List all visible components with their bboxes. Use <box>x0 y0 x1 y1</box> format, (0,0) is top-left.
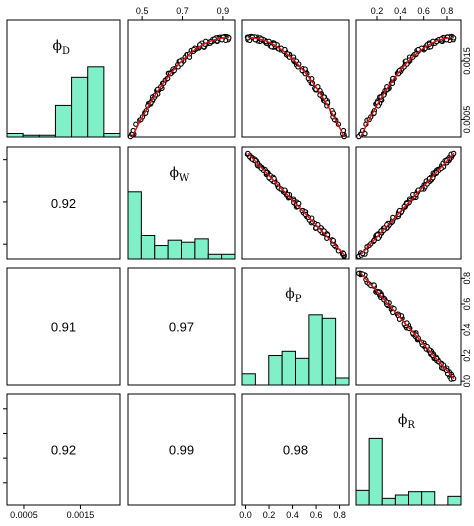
hist-bar <box>335 377 350 386</box>
x-tick-label: 0.5 <box>136 6 149 16</box>
correlation-value: 0.92 <box>51 196 76 211</box>
variable-subscript: W <box>179 173 190 184</box>
panel-2-0 <box>6 267 121 386</box>
hist-bar <box>281 350 296 386</box>
panel-2-1 <box>127 267 236 386</box>
hist-bar <box>154 245 169 260</box>
x-tick-label: 0.6 <box>310 510 323 520</box>
y-tick-label: 0.4 <box>462 323 472 336</box>
y-tick-label: 0.8 <box>0 403 2 416</box>
x-tick-label: 0.0015 <box>67 510 95 520</box>
variable-label-D: ϕD <box>52 38 70 57</box>
x-tick-label: 0.8 <box>333 510 346 520</box>
hist-bar <box>447 495 462 506</box>
variable-subscript: P <box>295 294 302 305</box>
panel-0-3 <box>355 19 462 138</box>
y-tick-label: 0.0015 <box>462 47 472 75</box>
y-tick-label: 0.7 <box>0 196 2 209</box>
hist-bar <box>87 66 105 138</box>
y-tick-label: 0.8 <box>462 272 472 285</box>
scatter-point <box>296 200 302 207</box>
variable-symbol: ϕ <box>169 165 179 181</box>
variable-symbol: ϕ <box>398 412 408 428</box>
fit-line <box>131 36 229 138</box>
hist-bar <box>6 132 24 138</box>
x-tick-label: 0.0005 <box>10 510 38 520</box>
hist-bar <box>221 253 236 260</box>
hist-bar <box>355 489 370 506</box>
y-tick-label: 0.9 <box>0 153 2 166</box>
hist-bar <box>140 234 156 260</box>
fit-line <box>360 36 455 138</box>
x-tick-label: 0.2 <box>371 6 384 16</box>
variable-label-R: ϕR <box>398 412 416 431</box>
x-tick-label: 0.6 <box>417 6 430 16</box>
hist-bar <box>22 134 40 138</box>
correlation-value: 0.98 <box>283 443 308 458</box>
panel-1-0 <box>6 146 121 260</box>
hist-bar <box>241 373 256 386</box>
panel-2-3 <box>355 267 462 386</box>
hist-bar <box>127 191 142 260</box>
variable-subscript: R <box>407 420 415 431</box>
correlation-value: 0.97 <box>169 320 194 335</box>
x-tick-label: 0.9 <box>217 6 230 16</box>
panel-3-2 <box>241 393 350 506</box>
hist-bar <box>295 357 310 386</box>
fit-line <box>247 36 345 138</box>
panels-layer <box>6 19 462 506</box>
fit-line <box>360 152 455 256</box>
hist-bar <box>381 497 396 506</box>
hist-bar <box>421 491 436 506</box>
panel-3-1 <box>127 393 236 506</box>
x-tick-label: 0.0 <box>239 510 252 520</box>
y-tick-label: 0.0 <box>462 375 472 388</box>
panel-0-1 <box>127 19 236 138</box>
panel-1-3 <box>355 146 462 260</box>
hist-bar <box>408 491 423 506</box>
axes-layer: 0.5 0.7 0.9 0.2 0.4 0.6 0.8 0.0005 0.0015 0.0 0.2 0… <box>0 6 472 520</box>
y-tick-label: 0.2 <box>462 349 472 362</box>
x-tick-label: 0.4 <box>394 6 407 16</box>
y-tick-label: 0.5 <box>0 238 2 251</box>
hist-bar <box>194 238 209 260</box>
y-tick-label: 0.6 <box>462 298 472 311</box>
correlation-value: 0.91 <box>51 320 76 335</box>
hist-bar <box>54 104 73 138</box>
panel-3-0 <box>6 393 121 506</box>
hist-bar <box>71 76 89 138</box>
x-tick-label: 0.7 <box>176 6 189 16</box>
correlation-value: 0.92 <box>51 443 76 458</box>
y-tick-label: 0.4 <box>0 452 2 465</box>
fit-line <box>247 152 345 256</box>
correlation-value: 0.99 <box>169 443 194 458</box>
y-tick-label: 0.0005 <box>462 106 472 134</box>
variable-symbol: ϕ <box>52 38 62 54</box>
hist-bar <box>181 241 196 260</box>
y-tick-label: 0.6 <box>0 427 2 440</box>
hist-bar <box>103 132 121 138</box>
hist-bar <box>308 314 323 386</box>
variable-subscript: D <box>62 46 70 57</box>
y-tick-label: 0.2 <box>0 477 2 490</box>
panel-0-2 <box>241 19 350 138</box>
variable-symbol: ϕ <box>285 286 295 302</box>
fit-line <box>360 272 455 380</box>
variable-label-W: ϕW <box>169 165 190 184</box>
hist-bar <box>38 134 56 138</box>
hist-bar <box>167 239 182 260</box>
variable-label-P: ϕP <box>285 286 302 305</box>
x-tick-label: 0.2 <box>263 510 276 520</box>
panel-1-2 <box>241 146 350 260</box>
x-tick-label: 0.8 <box>441 6 454 16</box>
hist-bar <box>321 317 337 386</box>
hist-bar <box>394 494 409 506</box>
x-tick-label: 0.4 <box>286 510 299 520</box>
hist-bar <box>268 355 283 386</box>
hist-bar <box>368 437 383 506</box>
hist-bar <box>207 253 223 260</box>
